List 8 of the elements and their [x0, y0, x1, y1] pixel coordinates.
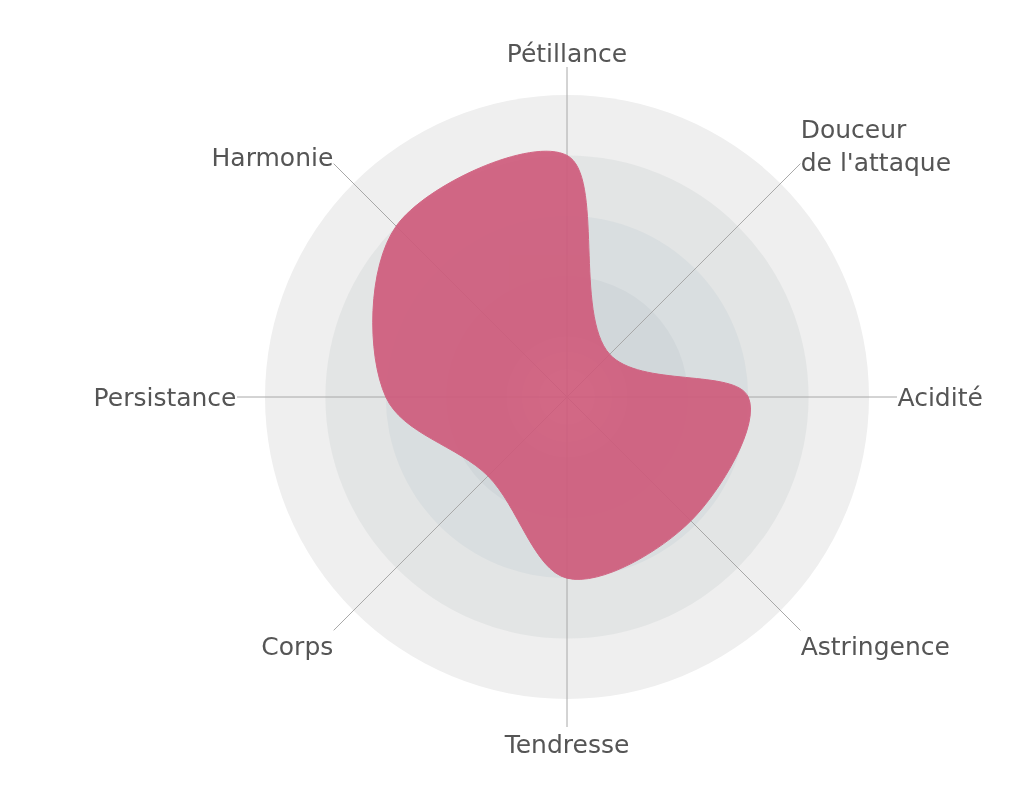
- spoke-label: Harmonie: [211, 142, 334, 172]
- spoke-label: Pétillance: [506, 38, 628, 68]
- spoke-label: Astringence: [800, 631, 950, 661]
- spoke-label: Corps: [261, 631, 334, 661]
- spoke-label: Douceur de l'attaque: [800, 115, 952, 177]
- spoke-label: Persistance: [93, 382, 237, 412]
- spoke-label: Acidité: [897, 382, 983, 412]
- spoke-label: Tendresse: [503, 729, 630, 759]
